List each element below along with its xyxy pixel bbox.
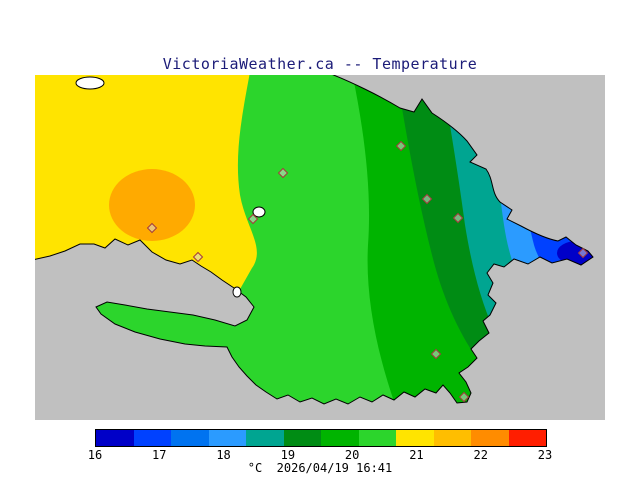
- station-marker: [277, 167, 289, 179]
- colorbar-segment: [358, 430, 396, 446]
- colorbar-segment: [396, 430, 434, 446]
- station-marker: [395, 140, 407, 152]
- colorbar-segment: [471, 430, 509, 446]
- colorbar-segment: [208, 430, 246, 446]
- lake: [232, 286, 242, 298]
- station-marker: [577, 247, 589, 259]
- station-marker: [452, 212, 464, 224]
- lake: [75, 76, 105, 90]
- station-marker: [146, 222, 158, 234]
- colorbar-segment: [171, 430, 209, 446]
- colorbar-segment: [321, 430, 359, 446]
- colorbar-segment: [246, 430, 284, 446]
- colorbar-tick: 23: [537, 448, 553, 462]
- colorbar-tick: 18: [216, 448, 231, 462]
- colorbar-tick: 16: [87, 448, 103, 462]
- colorbar-segment: [283, 430, 321, 446]
- lake: [252, 206, 266, 218]
- colorbar-tick: 22: [473, 448, 488, 462]
- colorbar-ticks: 16 17 18 19 20 21 22 23: [0, 448, 640, 462]
- datetime-label: 2026/04/19 16:41: [276, 461, 393, 475]
- colorbar-tick: 17: [152, 448, 167, 462]
- station-marker: [430, 348, 442, 360]
- colorbar-segment: [433, 430, 471, 446]
- colorbar-segment: [133, 430, 171, 446]
- station-marker: [458, 391, 470, 403]
- colorbar-caption: °C 2026/04/19 16:41: [0, 461, 640, 475]
- units-label: °C: [247, 461, 263, 475]
- colorbar-tick: 20: [344, 448, 360, 462]
- station-marker: [421, 193, 433, 205]
- station-marker: [192, 251, 204, 263]
- caption-spacer: [262, 461, 276, 475]
- colorbar-tick: 19: [280, 448, 296, 462]
- colorbar-segment: [508, 430, 546, 446]
- station-markers: [146, 140, 589, 403]
- temp-band-orange: [109, 169, 195, 241]
- station-marker: [247, 213, 259, 225]
- colorbar: [95, 429, 547, 447]
- page-title: VictoriaWeather.ca -- Temperature: [162, 55, 478, 73]
- colorbar-tick: 21: [409, 448, 424, 462]
- colorbar-segment: [96, 430, 134, 446]
